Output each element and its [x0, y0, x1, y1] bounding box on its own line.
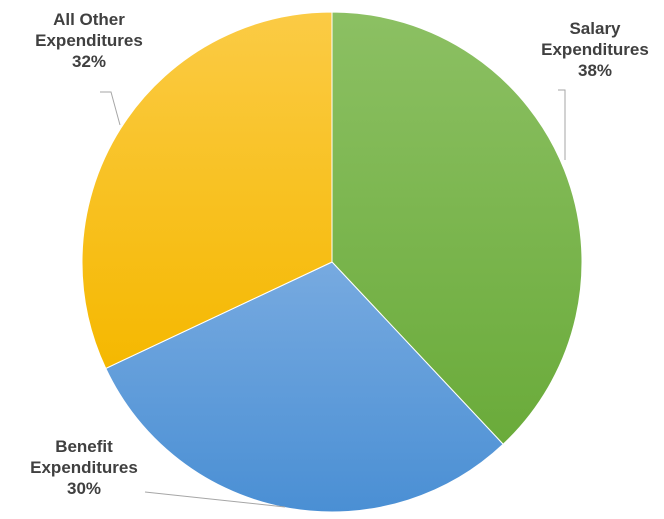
data-label-percent: 38% — [578, 61, 612, 80]
data-label-percent: 32% — [72, 52, 106, 71]
data-label-line: All Other — [53, 10, 125, 29]
data-label-all-other: All Other Expenditures 32% — [35, 10, 143, 71]
leader-line-2 — [100, 91, 121, 126]
leader-lines-layer — [100, 89, 566, 508]
data-label-line: Expenditures — [35, 31, 143, 50]
data-label-line: Benefit — [55, 437, 113, 456]
data-label-line: Expenditures — [541, 40, 649, 59]
data-label-salary: Salary Expenditures 38% — [541, 19, 649, 80]
data-label-percent: 30% — [67, 479, 101, 498]
leader-line-0 — [558, 89, 566, 160]
leader-line-1 — [144, 491, 286, 508]
data-labels-layer: Salary Expenditures 38% Benefit Expenditures… — [30, 10, 649, 498]
pie-slice-all-other — [81, 11, 333, 370]
pie-slice-benefit — [105, 261, 504, 513]
data-label-benefit: Benefit Expenditures 30% — [30, 437, 138, 498]
pie-slice-salary — [331, 11, 583, 445]
data-label-line: Expenditures — [30, 458, 138, 477]
slices-layer — [81, 11, 583, 513]
data-label-line: Salary — [569, 19, 621, 38]
